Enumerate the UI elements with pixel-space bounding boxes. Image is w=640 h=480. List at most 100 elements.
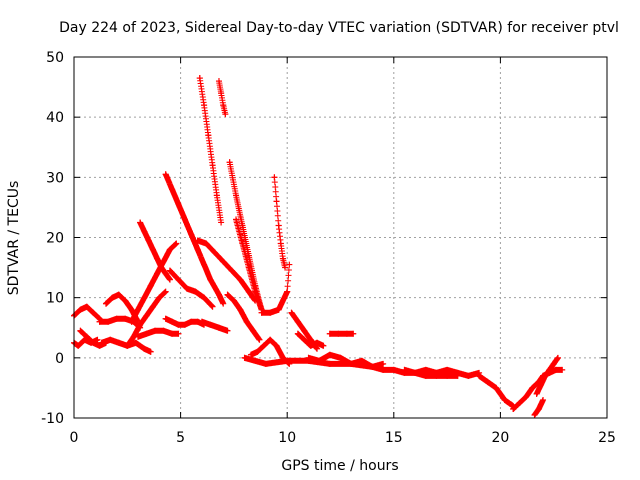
data-point bbox=[501, 396, 508, 403]
data-point bbox=[134, 333, 141, 340]
data-point bbox=[267, 336, 274, 343]
data-point bbox=[122, 315, 129, 322]
data-point bbox=[175, 201, 182, 208]
data-point bbox=[105, 318, 112, 325]
series-trace bbox=[196, 75, 224, 223]
data-point bbox=[237, 276, 244, 283]
chart-title: Day 224 of 2023, Sidereal Day-to-day VTE… bbox=[59, 20, 619, 36]
data-point bbox=[250, 327, 257, 334]
data-point bbox=[260, 342, 267, 349]
data-point bbox=[243, 318, 250, 325]
data-point bbox=[218, 90, 225, 97]
data-point bbox=[147, 282, 154, 289]
data-point bbox=[316, 357, 323, 364]
data-point bbox=[141, 228, 148, 235]
data-point bbox=[132, 339, 139, 346]
data-point bbox=[160, 258, 167, 265]
data-layer bbox=[71, 75, 566, 418]
data-point bbox=[166, 267, 173, 274]
data-point bbox=[358, 357, 365, 364]
data-point bbox=[162, 288, 169, 295]
data-point bbox=[273, 198, 280, 205]
data-point bbox=[533, 390, 540, 397]
data-point bbox=[516, 399, 523, 406]
data-point bbox=[284, 288, 291, 295]
data-point bbox=[143, 330, 150, 337]
y-tick-label: 40 bbox=[46, 110, 64, 126]
data-point bbox=[465, 372, 472, 379]
series-track-07 bbox=[124, 288, 169, 349]
data-point bbox=[314, 339, 321, 346]
x-tick-label: 20 bbox=[491, 430, 509, 446]
data-point bbox=[83, 303, 90, 310]
data-point bbox=[128, 306, 135, 313]
data-point bbox=[198, 318, 205, 325]
data-point bbox=[305, 354, 312, 361]
data-point bbox=[162, 270, 169, 277]
data-point bbox=[245, 264, 252, 271]
data-point bbox=[175, 330, 182, 337]
data-point bbox=[390, 366, 397, 373]
data-point bbox=[444, 372, 451, 379]
series-track-13 bbox=[166, 267, 216, 310]
data-point bbox=[422, 372, 429, 379]
data-point bbox=[145, 237, 152, 244]
series-trace bbox=[233, 216, 265, 312]
series-track-06 bbox=[102, 291, 141, 325]
y-axis-label: SDTVAR / TECUs bbox=[6, 181, 22, 296]
data-point bbox=[109, 294, 116, 301]
data-point bbox=[510, 405, 517, 412]
data-point bbox=[326, 330, 333, 337]
data-point bbox=[433, 369, 440, 376]
data-point bbox=[183, 285, 190, 292]
data-point bbox=[122, 297, 129, 304]
data-point bbox=[401, 366, 408, 373]
data-point bbox=[540, 396, 547, 403]
data-point bbox=[203, 240, 210, 247]
data-point bbox=[273, 342, 280, 349]
data-point bbox=[98, 339, 105, 346]
data-point bbox=[301, 327, 308, 334]
data-point bbox=[156, 294, 163, 301]
data-point bbox=[277, 240, 284, 247]
series-track-25 bbox=[294, 330, 327, 349]
data-point bbox=[239, 240, 246, 247]
series-track-09 bbox=[137, 219, 173, 283]
data-point bbox=[307, 342, 314, 349]
data-point bbox=[262, 360, 269, 367]
series-trace bbox=[216, 78, 228, 116]
data-point bbox=[220, 300, 227, 307]
data-point bbox=[169, 186, 176, 193]
series-track-22 bbox=[258, 261, 293, 316]
y-tick-label: 0 bbox=[55, 351, 64, 367]
data-point bbox=[233, 216, 240, 223]
data-point bbox=[218, 219, 225, 226]
data-point bbox=[535, 405, 542, 412]
data-point bbox=[233, 192, 240, 199]
series-track-15 bbox=[215, 78, 229, 118]
data-point bbox=[169, 330, 176, 337]
data-point bbox=[75, 342, 82, 349]
series-track-19 bbox=[224, 291, 263, 343]
data-point bbox=[245, 288, 252, 295]
x-axis-label: GPS time / hours bbox=[281, 458, 398, 474]
data-point bbox=[540, 372, 547, 379]
data-point bbox=[137, 321, 144, 328]
data-point bbox=[335, 330, 342, 337]
data-point bbox=[380, 366, 387, 373]
series-trace bbox=[271, 174, 288, 269]
data-point bbox=[169, 318, 176, 325]
data-point bbox=[201, 261, 208, 268]
data-point bbox=[115, 291, 122, 298]
data-point bbox=[162, 315, 169, 322]
data-point bbox=[220, 102, 227, 109]
data-point bbox=[252, 288, 259, 295]
data-point bbox=[294, 330, 301, 337]
data-point bbox=[141, 294, 148, 301]
data-point bbox=[215, 78, 222, 85]
data-point bbox=[222, 111, 229, 118]
data-point bbox=[307, 336, 314, 343]
series-track-12 bbox=[162, 171, 227, 307]
data-point bbox=[162, 171, 169, 178]
